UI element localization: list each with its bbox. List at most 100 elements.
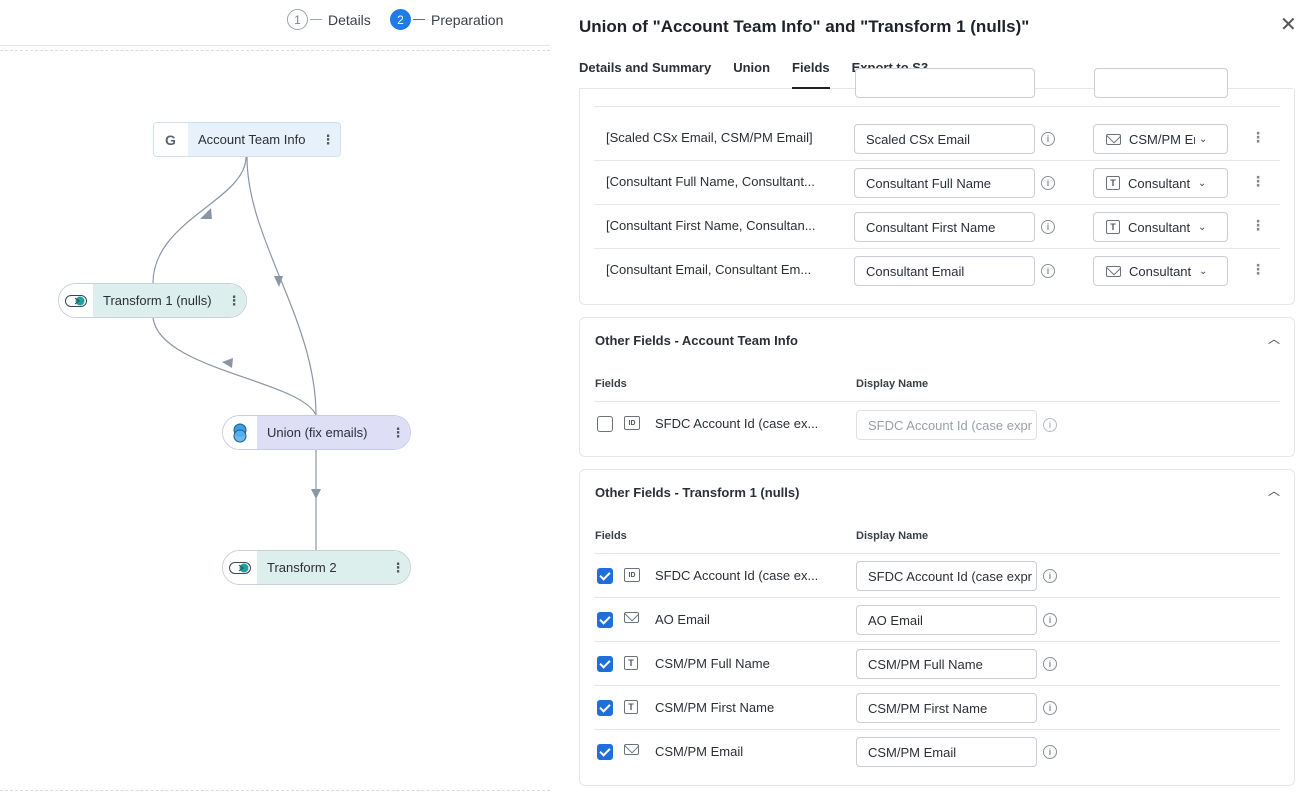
node-union[interactable]: Union (fix emails) ⋮: [222, 415, 411, 450]
arrow-head: [200, 208, 212, 219]
transform-icon: [223, 551, 257, 584]
field-checkbox[interactable]: [597, 656, 613, 672]
row-menu-icon[interactable]: ⋮: [1251, 173, 1265, 189]
panel-title: Union of "Account Team Info" and "Transf…: [579, 17, 1030, 36]
node-transform-1[interactable]: Transform 1 (nulls) ⋮: [58, 283, 247, 318]
text-icon: T: [624, 656, 638, 670]
divider: [594, 553, 1280, 554]
info-icon[interactable]: i: [1043, 569, 1057, 583]
field-name: CSM/PM First Name: [655, 700, 775, 715]
node-label: Union (fix emails): [257, 416, 386, 449]
field-name: AO Email: [655, 612, 710, 627]
svg-text:G: G: [165, 132, 176, 148]
stepper: 1 Details 2 Preparation: [0, 0, 550, 51]
info-icon[interactable]: i: [1041, 176, 1055, 190]
transform-icon: [59, 284, 93, 317]
text-icon: T: [1106, 176, 1120, 190]
other-fields-transform-card: Other Fields - Transform 1 (nulls) ︿ Fie…: [579, 469, 1295, 786]
display-name-input[interactable]: [855, 68, 1035, 98]
display-name-input[interactable]: Consultant First Name: [854, 212, 1035, 242]
info-icon[interactable]: i: [1041, 132, 1055, 146]
pipeline-canvas: 1 Details 2 Preparation G Account Team: [0, 0, 550, 794]
field-checkbox[interactable]: [597, 568, 613, 584]
row-menu-icon[interactable]: ⋮: [1251, 217, 1265, 233]
step-preparation[interactable]: 2 Preparation: [390, 9, 503, 30]
info-icon[interactable]: i: [1043, 701, 1057, 715]
edge-transform1-union: [152, 317, 317, 416]
display-name-input[interactable]: Consultant Full Name: [854, 168, 1035, 198]
node-menu-icon[interactable]: ⋮: [222, 284, 246, 317]
list-item: T CSM/PM Full Name CSM/PM Full Name i: [594, 642, 1280, 686]
info-icon[interactable]: i: [1043, 613, 1057, 627]
field-name: SFDC Account Id (case ex...: [655, 568, 819, 583]
table-row: [Consultant First Name, Consultan... Con…: [594, 205, 1280, 249]
type-select-value: Consultant: [1128, 175, 1191, 191]
chevron-down-icon: ⌄: [1198, 221, 1207, 233]
tab-union[interactable]: Union: [733, 60, 771, 75]
column-header-fields: Fields: [595, 530, 627, 542]
list-item: AO Email AO Email i: [594, 598, 1280, 642]
arrow-head: [311, 489, 321, 499]
mapped-fields-card: [Scaled CSx Email, CSM/PM Email] Scaled …: [579, 68, 1295, 305]
field-checkbox[interactable]: [597, 612, 613, 628]
field-name: SFDC Account Id (case ex...: [655, 416, 819, 431]
info-icon[interactable]: i: [1043, 418, 1057, 432]
chevron-down-icon: ⌄: [1199, 133, 1208, 145]
step-label: Details: [328, 11, 371, 28]
field-checkbox[interactable]: [597, 744, 613, 760]
list-item: T CSM/PM First Name CSM/PM First Name i: [594, 686, 1280, 730]
info-icon[interactable]: i: [1043, 657, 1057, 671]
row-menu-icon[interactable]: ⋮: [1251, 261, 1265, 277]
pipeline-graph: [152, 156, 321, 550]
display-name-input[interactable]: CSM/PM Full Name: [856, 649, 1037, 679]
tab-details-summary[interactable]: Details and Summary: [579, 60, 712, 75]
display-name-input[interactable]: SFDC Account Id (case expr: [856, 561, 1037, 591]
step-details[interactable]: 1 Details: [287, 9, 371, 30]
display-name-input[interactable]: SFDC Account Id (case expr: [856, 410, 1037, 440]
column-header-fields: Fields: [595, 378, 627, 390]
divider: [594, 401, 1280, 402]
type-select[interactable]: [1094, 68, 1228, 98]
type-select[interactable]: T Consultant ⌄: [1093, 168, 1228, 198]
tab-fields[interactable]: Fields: [792, 52, 830, 89]
type-select[interactable]: Consultant ⌄: [1093, 256, 1228, 286]
list-item: ID SFDC Account Id (case ex... SFDC Acco…: [594, 402, 1280, 446]
row-menu-icon[interactable]: ⋮: [1251, 129, 1265, 145]
type-select-value: Consultant: [1129, 263, 1192, 279]
table-row: [Scaled CSx Email, CSM/PM Email] Scaled …: [594, 117, 1280, 161]
id-icon: ID: [624, 568, 640, 582]
section-title: Other Fields - Account Team Info: [595, 333, 798, 348]
chevron-up-icon[interactable]: ︿: [1267, 332, 1280, 346]
node-menu-icon[interactable]: ⋮: [316, 123, 340, 156]
edge-account-transform1: [152, 156, 247, 284]
node-menu-icon[interactable]: ⋮: [386, 416, 410, 449]
close-icon[interactable]: ✕: [1280, 14, 1297, 36]
info-icon[interactable]: i: [1041, 220, 1055, 234]
display-name-input[interactable]: AO Email: [856, 605, 1037, 635]
display-name-input[interactable]: Scaled CSx Email: [854, 124, 1035, 154]
field-name: CSM/PM Email: [655, 744, 744, 759]
field-names: [Consultant Email, Consultant Em...: [606, 262, 812, 277]
field-checkbox[interactable]: [597, 700, 613, 716]
step-connector: [413, 19, 425, 20]
type-select[interactable]: CSM/PM Er ⌄: [1093, 124, 1228, 154]
list-item: CSM/PM Email CSM/PM Email i: [594, 730, 1280, 774]
node-transform-2[interactable]: Transform 2 ⋮: [222, 550, 411, 585]
display-name-input[interactable]: CSM/PM Email: [856, 737, 1037, 767]
node-account-team-info[interactable]: G Account Team Info ⋮: [153, 122, 341, 157]
column-header-display-name: Display Name: [856, 530, 929, 542]
display-name-input[interactable]: CSM/PM First Name: [856, 693, 1037, 723]
display-name-input[interactable]: Consultant Email: [854, 256, 1035, 286]
type-select[interactable]: T Consultant ⌄: [1093, 212, 1228, 242]
node-menu-icon[interactable]: ⋮: [386, 551, 410, 584]
other-fields-account-card: Other Fields - Account Team Info ︿ Field…: [579, 317, 1295, 457]
info-icon[interactable]: i: [1041, 264, 1055, 278]
chevron-up-icon[interactable]: ︿: [1267, 484, 1280, 498]
id-icon: ID: [624, 416, 640, 430]
node-label: Account Team Info: [188, 123, 316, 156]
column-header-display-name: Display Name: [856, 378, 929, 390]
union-icon: [223, 416, 257, 449]
list-item: ID SFDC Account Id (case ex... SFDC Acco…: [594, 554, 1280, 598]
info-icon[interactable]: i: [1043, 745, 1057, 759]
field-checkbox[interactable]: [597, 416, 613, 432]
